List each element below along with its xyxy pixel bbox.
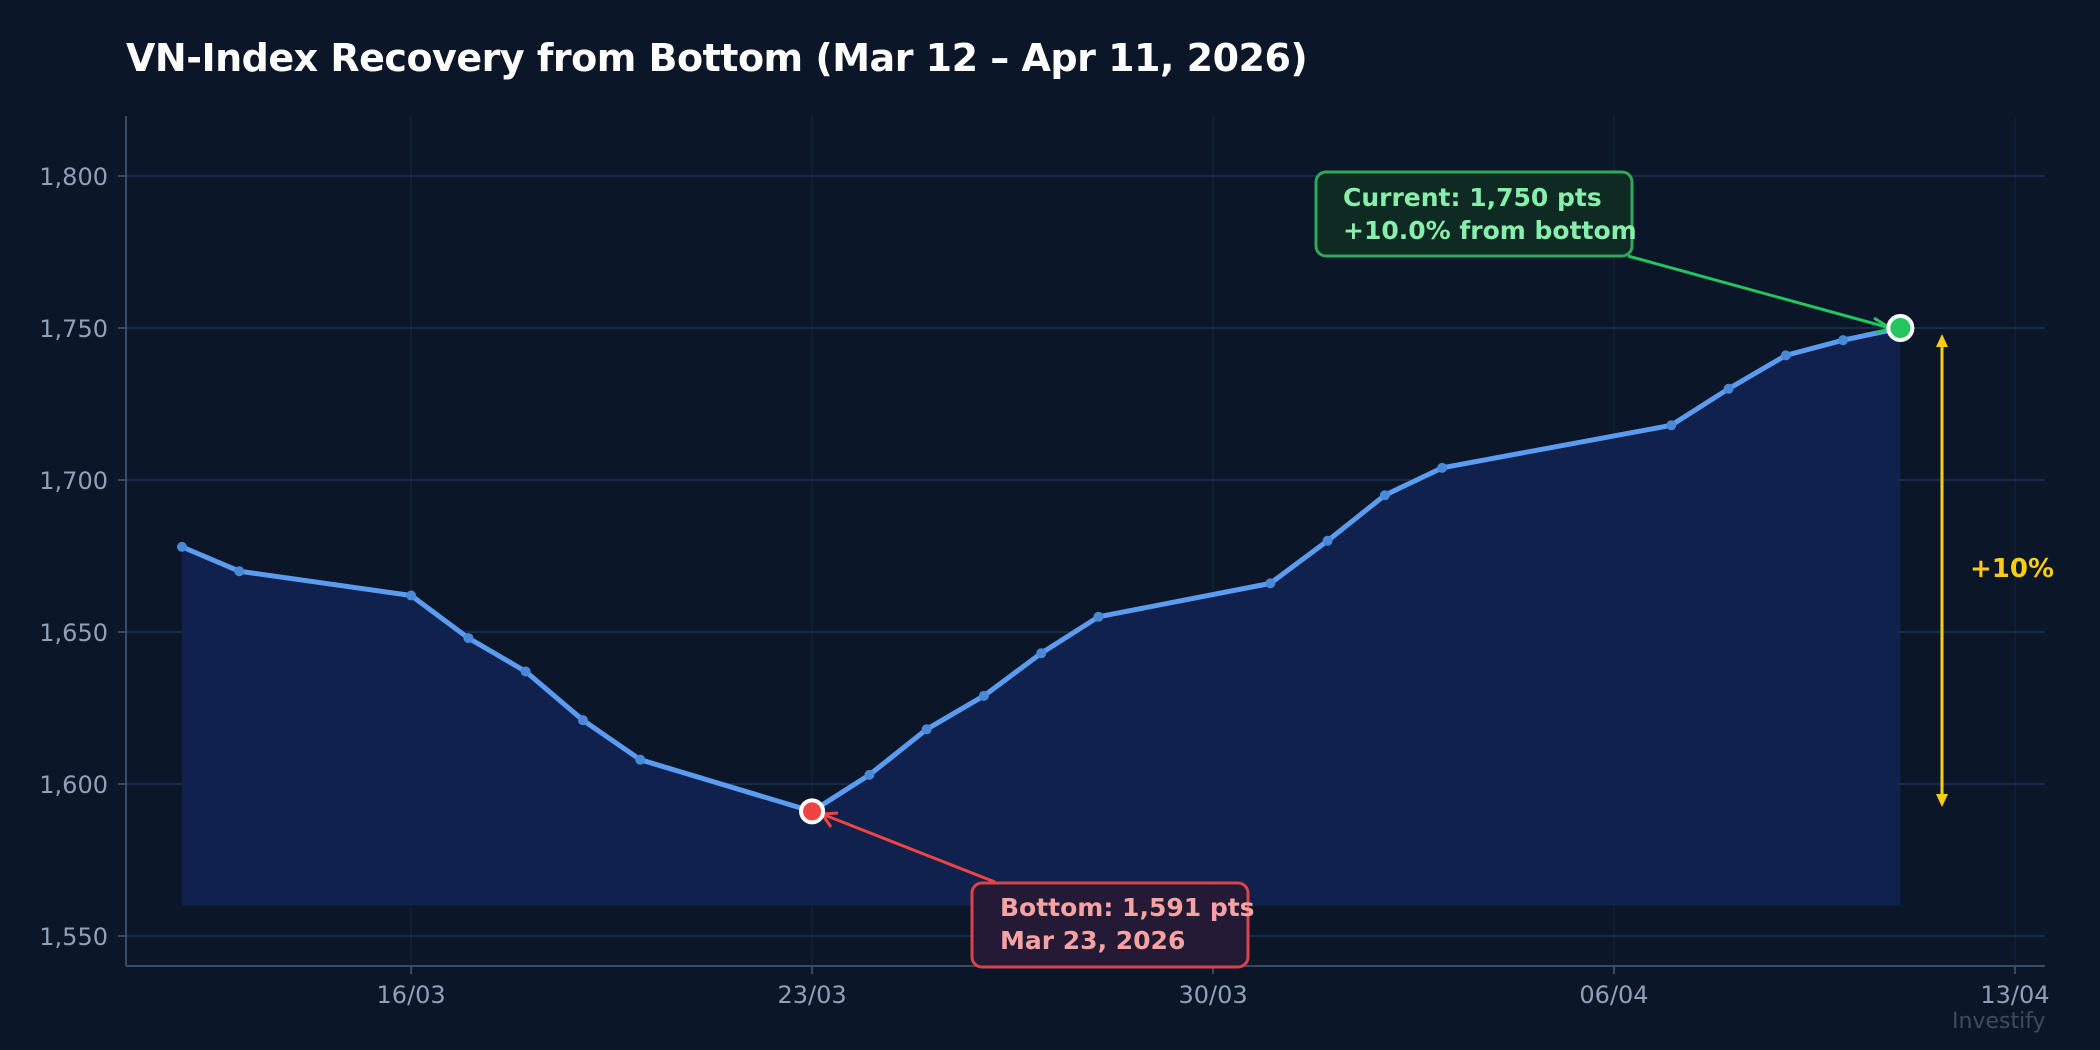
x-tick-label: 23/03 bbox=[777, 981, 846, 1009]
series-line bbox=[179, 325, 1903, 814]
current-annotation: Current: 1,750 pts +10.0% from bottom bbox=[1314, 170, 1915, 342]
data-point bbox=[1838, 335, 1849, 346]
y-tick-label: 1,700 bbox=[39, 467, 108, 495]
data-point bbox=[1379, 490, 1390, 501]
bottom-callout-line1: Bottom: 1,591 pts bbox=[1000, 893, 1255, 922]
y-tick-label: 1,750 bbox=[39, 315, 108, 343]
data-point bbox=[1093, 611, 1104, 622]
current-callout-line2: +10.0% from bottom bbox=[1343, 216, 1637, 245]
data-point bbox=[1437, 462, 1448, 473]
current-marker bbox=[1886, 314, 1915, 342]
data-point bbox=[406, 590, 417, 601]
data-point bbox=[1780, 350, 1791, 361]
data-point bbox=[463, 633, 474, 644]
x-tick-label: 30/03 bbox=[1178, 981, 1247, 1009]
range-label: +10% bbox=[1970, 554, 2054, 584]
data-point bbox=[1036, 648, 1047, 659]
data-point bbox=[921, 724, 932, 735]
current-callout-box bbox=[1314, 170, 1634, 258]
x-tick-label: 06/04 bbox=[1579, 981, 1648, 1009]
chart-title: VN-Index Recovery from Bottom (Mar 12 – … bbox=[126, 36, 1308, 80]
y-tick-label: 1,650 bbox=[39, 619, 108, 647]
y-tick-label: 1,550 bbox=[39, 923, 108, 951]
y-tick-label: 1,800 bbox=[39, 163, 108, 191]
current-arrow bbox=[1627, 254, 1891, 330]
data-point bbox=[1666, 420, 1677, 431]
x-tick-label: 13/04 bbox=[1980, 981, 2049, 1009]
range-arrow-head-down-icon bbox=[1936, 794, 1948, 807]
range-arrow-head-up-icon bbox=[1936, 334, 1948, 347]
x-tick-label: 16/03 bbox=[377, 981, 446, 1009]
bottom-callout-box bbox=[970, 881, 1250, 969]
current-callout-line1: Current: 1,750 pts bbox=[1343, 183, 1602, 212]
data-point bbox=[577, 715, 588, 726]
data-point bbox=[1265, 578, 1276, 589]
bottom-callout-line2: Mar 23, 2026 bbox=[1000, 926, 1185, 955]
bottom-arrow bbox=[821, 812, 996, 884]
bottom-marker bbox=[799, 798, 826, 825]
watermark: Investify bbox=[1952, 1009, 2046, 1034]
data-point bbox=[520, 666, 531, 677]
data-point bbox=[978, 690, 989, 701]
data-point bbox=[1322, 535, 1333, 546]
data-point bbox=[1723, 383, 1734, 394]
range-arrow: +10% bbox=[1936, 334, 2054, 807]
data-point bbox=[234, 566, 245, 577]
data-point bbox=[635, 754, 646, 765]
area-fill bbox=[182, 328, 1901, 906]
y-tick-label: 1,600 bbox=[39, 771, 108, 799]
data-point bbox=[177, 541, 187, 552]
data-point bbox=[864, 769, 875, 780]
bottom-annotation: Bottom: 1,591 pts Mar 23, 2026 bbox=[799, 798, 1255, 969]
